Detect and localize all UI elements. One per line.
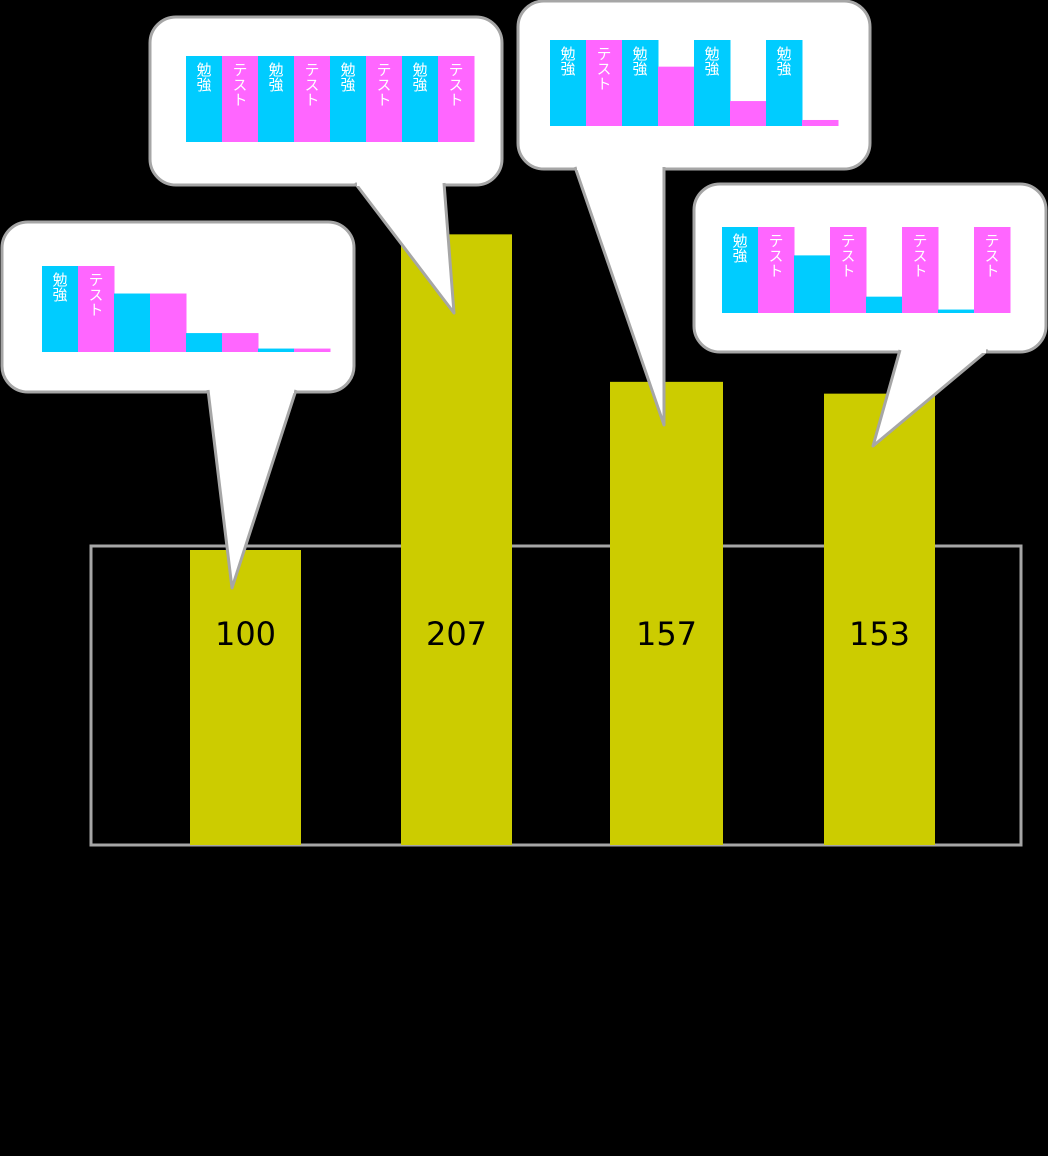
mini-bar-label: 勉強 [730,233,749,263]
bar-value-label: 157 [636,615,697,653]
value-labels-layer: 100 207 157 153 [215,615,910,653]
callout-tail [871,348,989,448]
mini-bar-test [830,227,867,313]
mini-bar-label: 勉強 [194,62,213,92]
mini-bar-label: 勉強 [266,62,285,92]
study-label: 勉強 [774,46,793,76]
test-label: テスト [446,62,465,107]
study-label: 勉強 [338,62,357,92]
mini-bar-test [974,227,1011,313]
mini-bar-test [658,66,695,126]
bar [610,381,723,845]
test-label: テスト [374,62,393,107]
mini-bar-study [330,56,367,142]
mini-bar-test [366,56,403,142]
study-label: 勉強 [630,46,649,76]
mini-bar-test [438,56,475,142]
bar [824,393,935,845]
mini-bar-label: テスト [910,233,929,278]
bar-value-label: 100 [215,615,276,653]
test-label: テスト [766,233,785,278]
mini-bar-label: テスト [446,62,465,107]
mini-bar-label: テスト [766,233,785,278]
study-label: 勉強 [50,272,69,302]
mini-bar-label: 勉強 [338,62,357,92]
mini-bar-study [258,56,295,142]
test-label: テスト [302,62,321,107]
mini-bar-study [114,293,151,352]
callout-tail [206,389,298,590]
test-label: テスト [982,233,1001,278]
bar [401,234,512,846]
test-label: テスト [838,233,857,278]
study-label: 勉強 [730,233,749,263]
mini-bar-study [722,227,759,313]
mini-bar-test [222,56,259,142]
mini-bar-study [186,56,223,142]
mini-bar-label: 勉強 [410,62,429,92]
bars-layer [190,234,935,846]
mini-bar-study [186,333,223,352]
mini-bar-test [78,266,115,352]
callout-tail-joint [577,164,662,170]
mini-bar-test [902,227,939,313]
test-label: テスト [910,233,929,278]
mini-bar-study [766,40,803,126]
study-label: 勉強 [194,62,213,92]
mini-bar-test [294,348,331,352]
mini-bar-label: 勉強 [630,46,649,76]
mini-bar-study [938,309,975,313]
callout-bubble: 勉強 テスト 勉強 テスト 勉強 テスト 勉強 テスト [148,15,504,315]
bar-value-label: 207 [426,615,487,653]
study-label: 勉強 [410,62,429,92]
mini-bar-study [550,40,587,126]
mini-bar-study [42,266,79,352]
callout-bubble: 勉強 テスト 勉強 勉強 勉強 [516,0,872,427]
mini-bar-study [794,255,831,313]
test-label: テスト [86,272,105,317]
bar [190,550,301,845]
mini-bar-study [694,40,731,126]
callout-tail-joint [902,347,986,353]
bar-value-label: 153 [849,615,910,653]
callout-tail [573,166,666,427]
mini-bar-study [866,296,903,313]
mini-bar-study [402,56,439,142]
mini-bar-test [586,40,623,126]
mini-bar-test [802,119,839,126]
mini-bar-label: テスト [374,62,393,107]
mini-bar-label: テスト [302,62,321,107]
mini-bar-test [730,101,767,126]
study-label: 勉強 [558,46,577,76]
mini-bar-test [758,227,795,313]
mini-bar-test [222,333,259,352]
callout-bubble: 勉強 テスト [0,220,356,590]
mini-bar-label: 勉強 [702,46,721,76]
mini-bar-label: テスト [594,46,613,91]
mini-bar-label: 勉強 [50,272,69,302]
callout-bubble: 勉強 テスト テスト テスト テスト [692,182,1048,448]
mini-bar-label: 勉強 [774,46,793,76]
test-label: テスト [594,46,613,91]
study-label: 勉強 [702,46,721,76]
mini-bar-test [294,56,331,142]
callout-tail [353,182,456,315]
mini-bar-study [258,348,295,352]
mini-bar-label: 勉強 [558,46,577,76]
test-label: テスト [230,62,249,107]
callout-tail-joint [210,387,294,393]
mini-bar-label: テスト [230,62,249,107]
mini-bar-label: テスト [86,272,105,317]
mini-bar-label: テスト [838,233,857,278]
chart-frame [89,544,1023,847]
mini-bar-test [150,293,187,352]
study-label: 勉強 [266,62,285,92]
mini-bar-label: テスト [982,233,1001,278]
callout-tail-joint [357,180,442,186]
mini-bar-study [622,40,659,126]
